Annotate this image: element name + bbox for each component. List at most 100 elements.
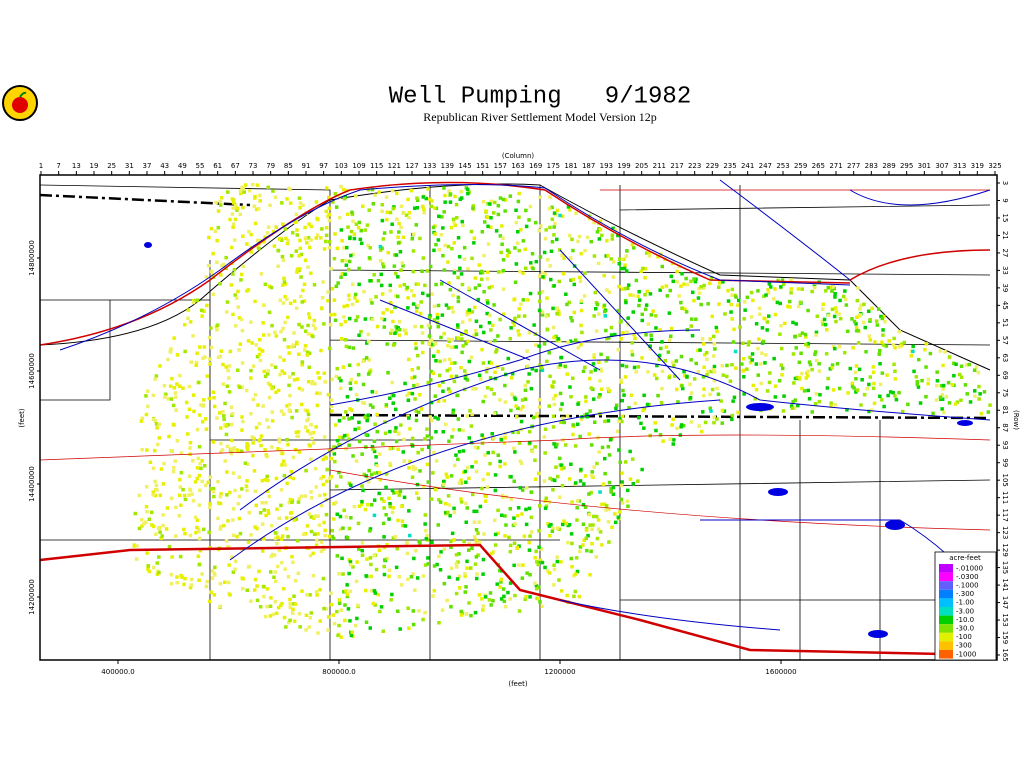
column-tick-label: 127	[405, 162, 418, 170]
bottom-tick-label: 400000.0	[101, 668, 134, 676]
legend-label: -.300	[956, 590, 974, 598]
column-tick-label: 115	[370, 162, 383, 170]
column-tick-label: 325	[988, 162, 1001, 170]
roads	[39, 181, 991, 657]
column-tick-label: 163	[511, 162, 524, 170]
legend-swatch	[939, 607, 953, 616]
row-tick-label: 39	[1001, 283, 1009, 292]
row-tick-label: 147	[1001, 596, 1009, 609]
state-boundary	[39, 193, 991, 420]
row-tick-label: 45	[1001, 301, 1009, 310]
row-tick-label: 69	[1001, 371, 1009, 380]
column-tick-label: 307	[935, 162, 948, 170]
row-tick-label: 81	[1001, 406, 1009, 415]
row-tick-label: 99	[1001, 458, 1009, 467]
column-tick-label: 109	[352, 162, 365, 170]
column-tick-label: 253	[776, 162, 789, 170]
column-tick-label: 55	[196, 162, 205, 170]
column-tick-label: 295	[900, 162, 913, 170]
column-tick-label: 289	[882, 162, 895, 170]
column-tick-label: 313	[953, 162, 966, 170]
column-tick-label: 283	[865, 162, 878, 170]
legend-swatch	[939, 589, 953, 599]
legend-swatch	[939, 615, 953, 625]
row-tick-label: 117	[1001, 508, 1009, 521]
row-tick-label: 63	[1001, 353, 1009, 362]
legend-label: -3.00	[956, 607, 974, 615]
column-tick-label: 7	[56, 162, 60, 170]
legend-swatch	[939, 641, 953, 650]
left-tick-label: 14800000	[28, 240, 36, 276]
row-tick-label: 51	[1001, 318, 1009, 327]
reservoirs	[144, 242, 973, 638]
legend: acre-feet -.01000-.0300-.1000-.300-1.00-…	[934, 551, 997, 661]
legend-label: -.0300	[956, 573, 979, 581]
legend-swatch	[939, 598, 953, 607]
row-tick-label: 159	[1001, 631, 1009, 644]
row-tick-label: 111	[1001, 491, 1009, 504]
column-tick-label: 139	[441, 162, 454, 170]
column-tick-label: 1	[39, 162, 43, 170]
column-tick-label: 121	[388, 162, 401, 170]
bottom-axis-label: (feet)	[508, 680, 528, 688]
logo	[2, 85, 38, 121]
column-tick-label: 247	[759, 162, 772, 170]
row-tick-label: 75	[1001, 388, 1009, 397]
row-tick-label: 129	[1001, 543, 1009, 556]
column-tick-label: 91	[302, 162, 311, 170]
row-tick-label: 9	[1001, 198, 1009, 202]
column-tick-label: 19	[90, 162, 99, 170]
column-tick-label: 169	[529, 162, 542, 170]
row-tick-label: 21	[1001, 231, 1009, 240]
row-tick-label: 141	[1001, 578, 1009, 591]
pumping-cells	[132, 182, 992, 639]
column-tick-label: 103	[335, 162, 348, 170]
legend-label: -10.0	[956, 616, 974, 624]
row-tick-label: 33	[1001, 266, 1009, 275]
column-tick-label: 13	[72, 162, 81, 170]
column-tick-label: 217	[670, 162, 683, 170]
column-tick-label: 85	[284, 162, 293, 170]
row-tick-label: 87	[1001, 423, 1009, 432]
row-tick-label: 15	[1001, 214, 1009, 223]
map-area	[39, 174, 998, 661]
column-tick-label: 175	[547, 162, 560, 170]
column-tick-label: 205	[635, 162, 648, 170]
column-tick-label: 229	[706, 162, 719, 170]
column-tick-label: 259	[794, 162, 807, 170]
column-tick-label: 199	[617, 162, 630, 170]
column-tick-label: 193	[600, 162, 613, 170]
column-tick-label: 235	[723, 162, 736, 170]
column-tick-label: 67	[231, 162, 240, 170]
column-tick-label: 61	[213, 162, 222, 170]
bottom-tick-label: 800000.0	[322, 668, 355, 676]
right-axis-label: (Row)	[1012, 410, 1020, 430]
column-tick-label: 277	[847, 162, 860, 170]
legend-swatch	[939, 564, 953, 573]
column-tick-label: 223	[688, 162, 701, 170]
legend-label: -1000	[956, 650, 976, 658]
row-tick-label: 27	[1001, 248, 1009, 257]
column-tick-label: 319	[971, 162, 984, 170]
column-tick-label: 73	[249, 162, 258, 170]
legend-swatch	[939, 650, 953, 659]
left-tick-label: 14400000	[28, 466, 36, 502]
bottom-tick-label: 1200000	[544, 668, 575, 676]
column-tick-label: 97	[319, 162, 328, 170]
column-tick-label: 43	[160, 162, 169, 170]
row-tick-label: 165	[1001, 648, 1009, 661]
column-tick-label: 25	[107, 162, 116, 170]
row-tick-label: 135	[1001, 561, 1009, 574]
row-tick-label: 123	[1001, 526, 1009, 539]
legend-label: -.01000	[956, 564, 983, 572]
column-tick-label: 79	[266, 162, 275, 170]
row-tick-label: 153	[1001, 613, 1009, 626]
legend-label: -1.00	[956, 599, 974, 607]
legend-swatch	[939, 624, 953, 633]
column-tick-label: 187	[582, 162, 595, 170]
row-tick-label: 57	[1001, 336, 1009, 345]
legend-label: -100	[956, 633, 972, 641]
row-tick-label: 3	[1001, 181, 1009, 185]
left-tick-label: 14600000	[28, 353, 36, 389]
